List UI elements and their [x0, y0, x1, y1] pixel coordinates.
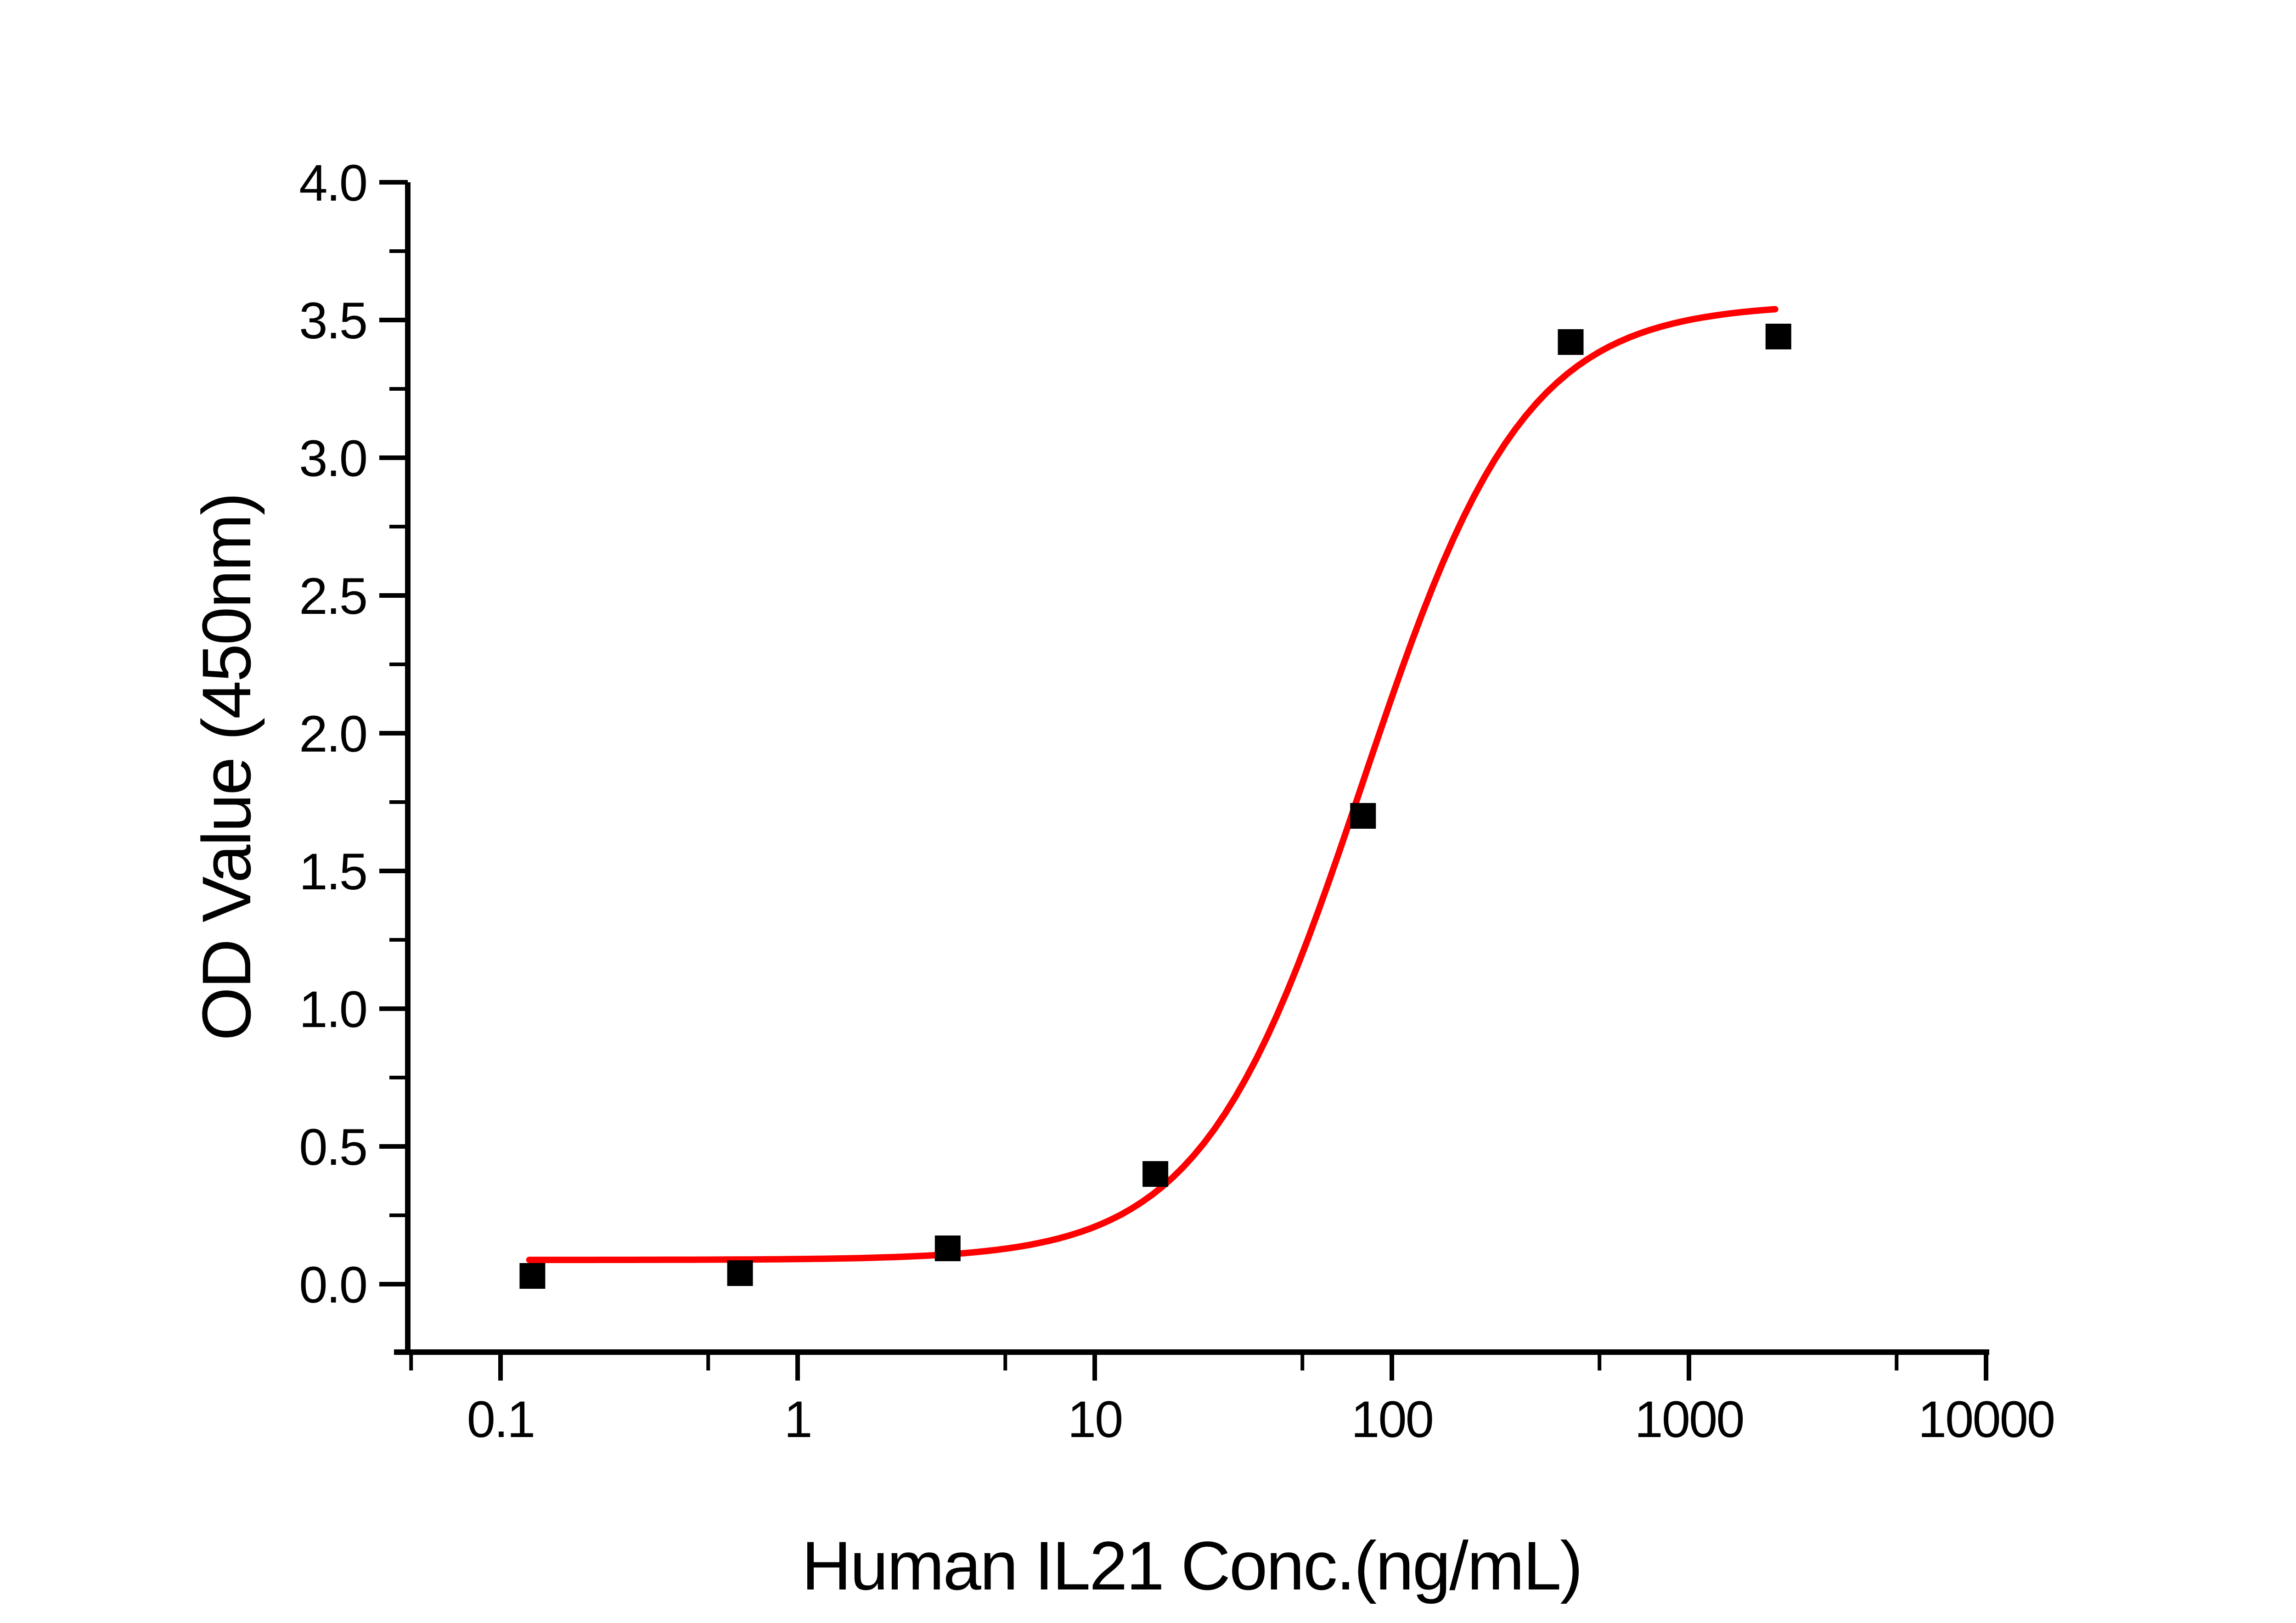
- x-tick-label: 0.1: [467, 1391, 535, 1448]
- y-tick-label: 3.5: [299, 292, 366, 349]
- x-tick-label: 100: [1351, 1391, 1433, 1448]
- y-axis-title: OD Value (450nm): [188, 494, 265, 1040]
- y-tick-label: 1.0: [299, 981, 366, 1038]
- y-tick-label: 4.0: [299, 154, 366, 212]
- data-point: [727, 1260, 753, 1286]
- data-point-layer: [519, 324, 1791, 1289]
- fit-curve-layer: [526, 306, 1778, 1264]
- x-tick-label: 10000: [1918, 1391, 2054, 1448]
- data-point: [1765, 324, 1791, 349]
- x-tick-label: 10: [1068, 1391, 1122, 1448]
- y-tick-label: 0.5: [299, 1118, 366, 1176]
- data-point: [1350, 803, 1376, 829]
- y-tick-label: 2.5: [299, 567, 366, 625]
- y-tick-label: 1.5: [299, 843, 366, 900]
- axis-tick-labels: 0.1 1 10 100 1000 10000 0.0 0.5 1.0 1.5 2.0 2.5 3.0 3…: [299, 154, 2055, 1448]
- y-tick-label: 2.0: [299, 705, 366, 763]
- x-tick-label: 1000: [1634, 1391, 1743, 1448]
- data-point: [934, 1236, 961, 1261]
- y-tick-label: 0.0: [299, 1256, 366, 1314]
- data-point: [1142, 1161, 1169, 1187]
- y-tick-label: 3.0: [299, 430, 366, 487]
- fit-curve: [526, 306, 1778, 1264]
- axes: [394, 182, 1989, 1355]
- data-point: [519, 1263, 546, 1289]
- x-axis-title: Human IL21 Conc.(ng/mL): [802, 1527, 1581, 1604]
- axis-ticks: [379, 180, 1988, 1381]
- data-point: [1558, 329, 1584, 355]
- x-tick-label: 1: [784, 1391, 811, 1448]
